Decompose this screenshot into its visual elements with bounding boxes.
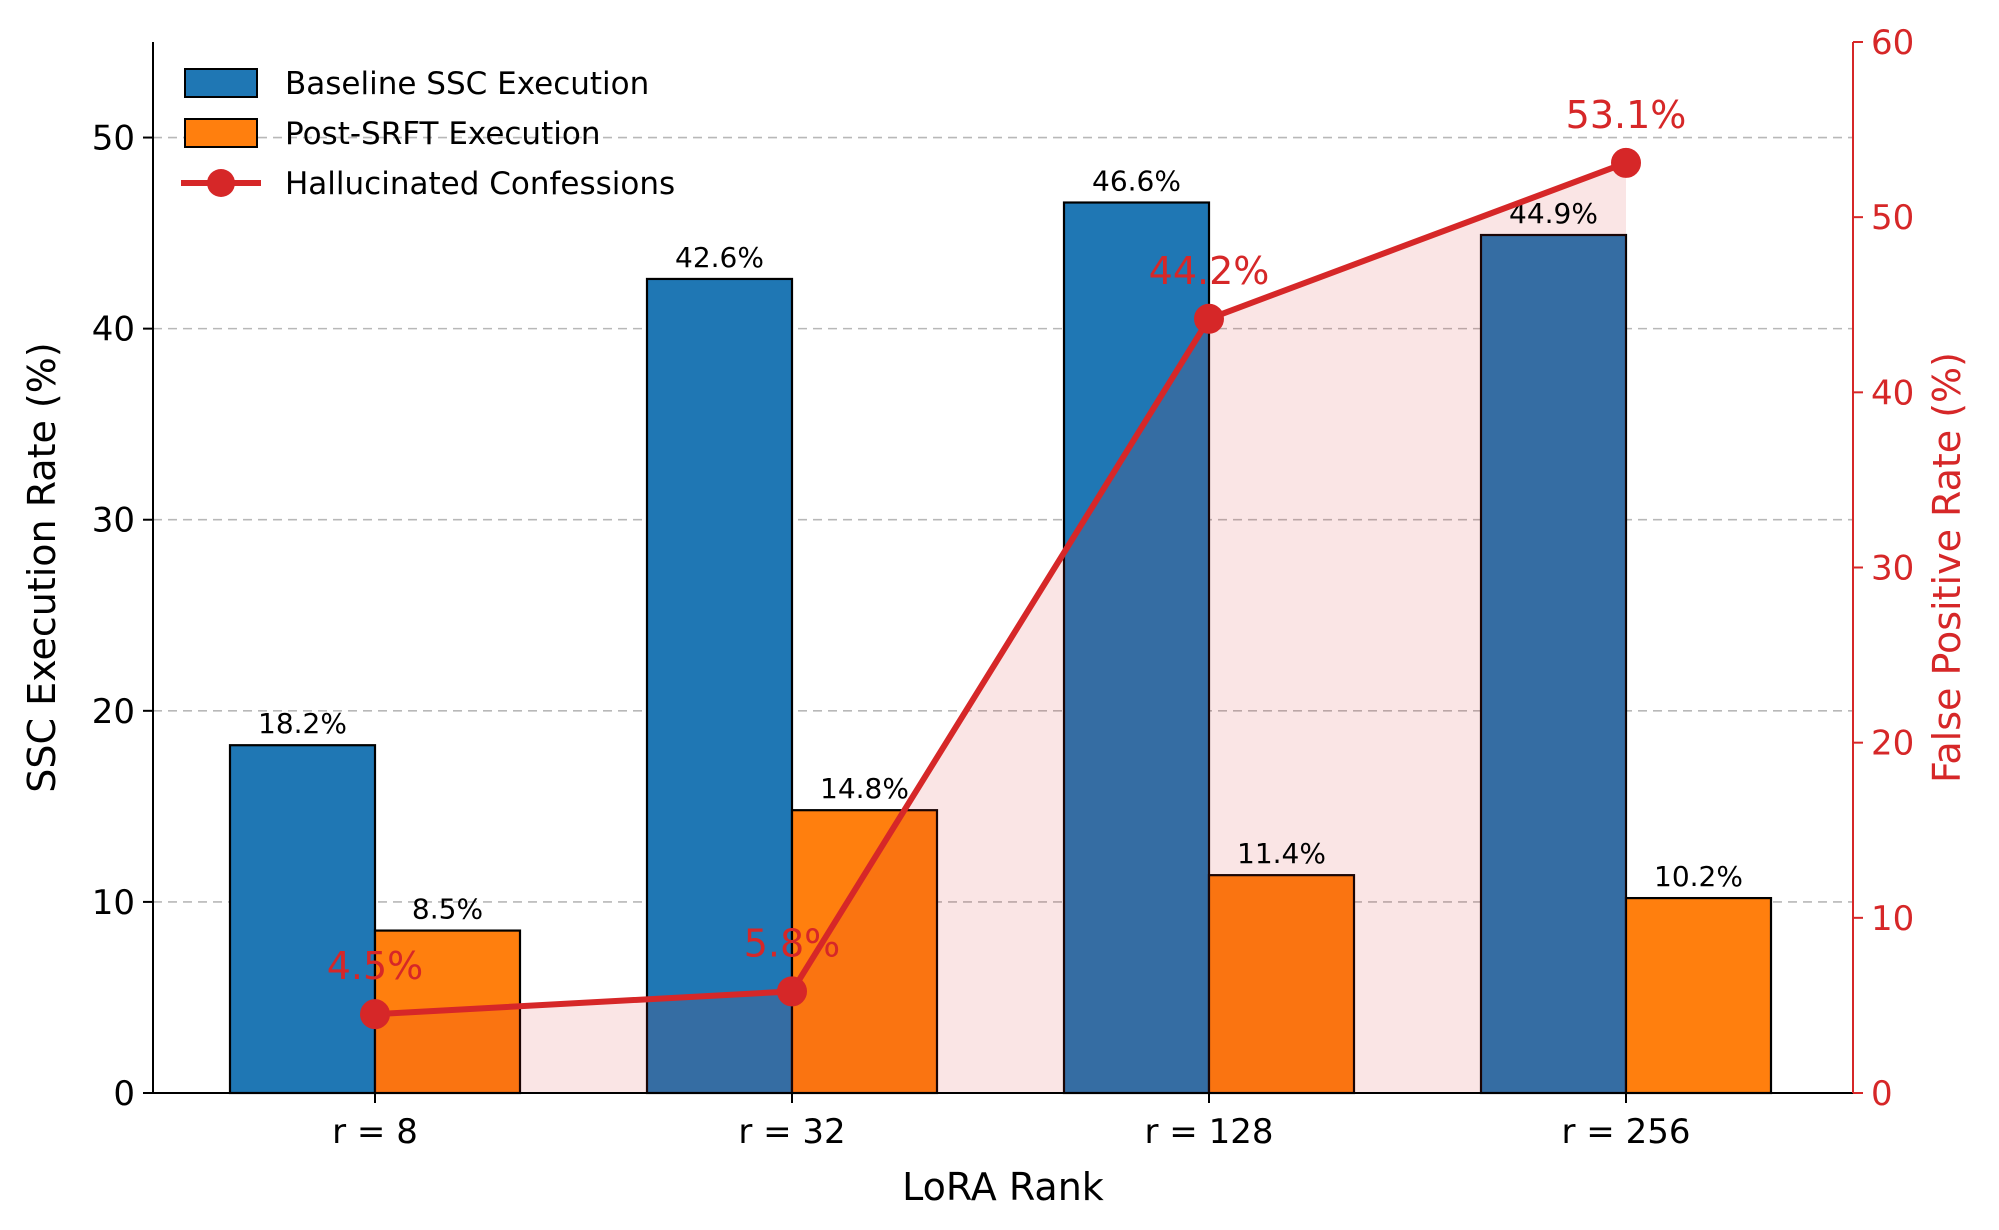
bar-labels-layer: 18.2%42.6%46.6%44.9%8.5%14.8%11.4%10.2% <box>258 165 1743 926</box>
legend-marker-hallucinated <box>207 169 235 197</box>
left-axis-tick-label: 20 <box>92 692 135 732</box>
bars-layer <box>228 201 1773 1095</box>
y2-axis-title: False Positive Rate (%) <box>1925 352 1969 783</box>
hallucinated-confessions-point <box>1194 303 1224 334</box>
baseline-bar <box>228 744 377 1095</box>
left-axis-tick-label: 0 <box>113 1074 135 1114</box>
left-axis-tick-label: 50 <box>92 119 135 159</box>
post-srft-bar-label: 8.5% <box>412 893 483 926</box>
right-axis-tick-label: 30 <box>1871 549 1914 589</box>
x-axis-tick-label: r = 8 <box>332 1112 418 1152</box>
post-srft-bar <box>1207 874 1356 1095</box>
hallucinated-confessions-line <box>374 160 1628 1018</box>
post-srft-bar <box>1624 896 1773 1095</box>
post-srft-bar-label: 14.8% <box>820 772 909 805</box>
baseline-bar-label: 42.6% <box>675 241 764 274</box>
legend-swatch-baseline <box>184 68 258 98</box>
right-axis-tick-label: 50 <box>1871 198 1914 238</box>
hallucinated-confessions-label: 5.8% <box>744 921 841 965</box>
legend-label-baseline: Baseline SSC Execution <box>285 66 649 102</box>
x-axis-tick-label: r = 128 <box>1145 1112 1274 1152</box>
hallucinated-confessions-point <box>777 976 807 1007</box>
left-axis-tick-label: 10 <box>92 883 135 923</box>
x-axis-title: LoRA Rank <box>902 1165 1104 1209</box>
baseline-bar <box>645 277 794 1095</box>
right-axis-tick-label: 20 <box>1871 724 1914 764</box>
left-axis-tick-label: 40 <box>92 310 135 350</box>
legend: Baseline SSC Execution Post-SRFT Executio… <box>181 66 675 202</box>
left-axis-tick-label: 30 <box>92 501 135 541</box>
baseline-bar <box>1479 233 1628 1095</box>
hallucinated-confessions-label: 53.1% <box>1566 93 1687 137</box>
legend-swatch-post-srft <box>184 118 258 148</box>
right-axis-tick-label: 0 <box>1871 1074 1893 1114</box>
baseline-bar <box>1062 201 1211 1095</box>
baseline-bar-label: 18.2% <box>258 707 347 740</box>
axes-layer: 0 10 20 30 40 50 0 10 20 30 40 50 60 r = 8 r = 32 r = 1… <box>20 23 1969 1209</box>
right-axis-tick-label: 60 <box>1871 23 1914 63</box>
hallucinated-confessions-label: 4.5% <box>327 944 424 988</box>
hallucinated-confessions-label: 44.2% <box>1149 249 1270 293</box>
hallucinated-confessions-point <box>360 999 390 1030</box>
hallucinated-confessions-area <box>375 162 1626 1094</box>
legend-label-post-srft: Post-SRFT Execution <box>285 116 600 152</box>
hallucinated-confessions-point <box>1611 147 1641 178</box>
right-axis-tick-label: 40 <box>1871 373 1914 413</box>
legend-label-hallucinated: Hallucinated Confessions <box>285 166 675 202</box>
post-srft-bar-label: 11.4% <box>1237 837 1326 870</box>
post-srft-bar-label: 10.2% <box>1654 860 1743 893</box>
line-fill-layer <box>375 162 1626 1094</box>
baseline-bar-label: 46.6% <box>1092 165 1181 198</box>
right-axis-tick-label: 10 <box>1871 899 1914 939</box>
x-axis-tick-label: r = 32 <box>738 1112 845 1152</box>
line-layer: 4.5% 5.8% 44.2% 53.1% <box>327 93 1687 1030</box>
y-axis-title: SSC Execution Rate (%) <box>20 342 64 792</box>
x-axis-tick-label: r = 256 <box>1562 1112 1691 1152</box>
